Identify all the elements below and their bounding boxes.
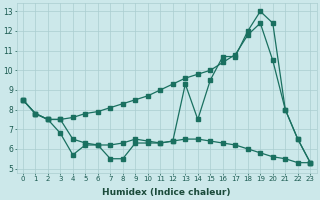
X-axis label: Humidex (Indice chaleur): Humidex (Indice chaleur) [102,188,231,197]
